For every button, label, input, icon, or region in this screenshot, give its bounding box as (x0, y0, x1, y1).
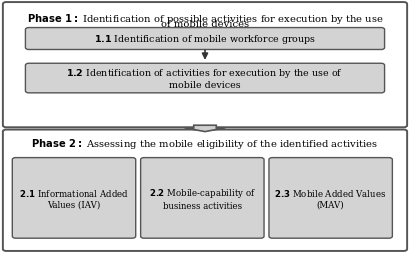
FancyBboxPatch shape (25, 28, 384, 50)
FancyBboxPatch shape (140, 158, 263, 238)
FancyBboxPatch shape (268, 158, 391, 238)
Text: $\bf{1.1}$ Identification of mobile workforce groups: $\bf{1.1}$ Identification of mobile work… (94, 33, 315, 46)
Text: $\bf{Phase\ 2:}$ Assessing the mobile eligibility of the identified activities: $\bf{Phase\ 2:}$ Assessing the mobile el… (31, 136, 378, 150)
FancyBboxPatch shape (12, 158, 135, 238)
FancyBboxPatch shape (3, 130, 406, 251)
Text: of mobile devices: of mobile devices (161, 20, 248, 29)
Text: $\bf{2.2}$ Mobile-capability of
business activities: $\bf{2.2}$ Mobile-capability of business… (148, 186, 255, 210)
Text: $\bf{Phase\ 1:}$ Identification of possible activities for execution by the use: $\bf{Phase\ 1:}$ Identification of possi… (27, 12, 382, 26)
Text: $\bf{2.3}$ Mobile Added Values
(MAV): $\bf{2.3}$ Mobile Added Values (MAV) (274, 187, 386, 209)
Polygon shape (184, 126, 225, 132)
FancyBboxPatch shape (3, 3, 406, 128)
FancyBboxPatch shape (25, 64, 384, 93)
Text: $\bf{1.2}$ Identification of activities for execution by the use of
mobile devic: $\bf{1.2}$ Identification of activities … (66, 66, 343, 90)
Text: $\bf{2.1}$ Informational Added
Values (IAV): $\bf{2.1}$ Informational Added Values (I… (19, 187, 129, 209)
